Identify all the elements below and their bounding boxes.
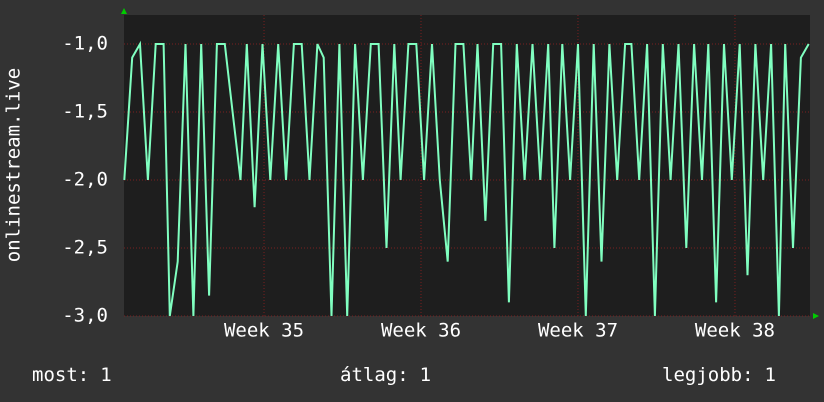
stat-label: most: (32, 364, 89, 386)
axis-arrow (813, 313, 819, 319)
y-tick-label: -1,0 (62, 32, 108, 54)
y-tick-label: -2,5 (62, 236, 108, 258)
x-tick-label: Week 37 (538, 320, 618, 342)
stat: legjobb: 1 (662, 364, 776, 386)
stat-value: 1 (765, 364, 776, 386)
data-line (123, 40, 810, 317)
y-axis-label: onlinestream.live (3, 68, 25, 262)
x-tick-label: Week 36 (381, 320, 461, 342)
y-tick-label: -3,0 (62, 305, 108, 327)
stat-label: legjobb: (662, 364, 754, 386)
stat-value: 1 (420, 364, 431, 386)
y-tick-label: -1,5 (62, 100, 108, 122)
stat-label: átlag: (340, 364, 409, 386)
stat: átlag: 1 (340, 364, 431, 386)
y-tick-label: -2,0 (62, 168, 108, 190)
stat-value: 1 (100, 364, 111, 386)
x-tick-label: Week 35 (224, 320, 304, 342)
x-tick-label: Week 38 (695, 320, 775, 342)
stat: most: 1 (32, 364, 112, 386)
axis-arrow (121, 8, 127, 14)
